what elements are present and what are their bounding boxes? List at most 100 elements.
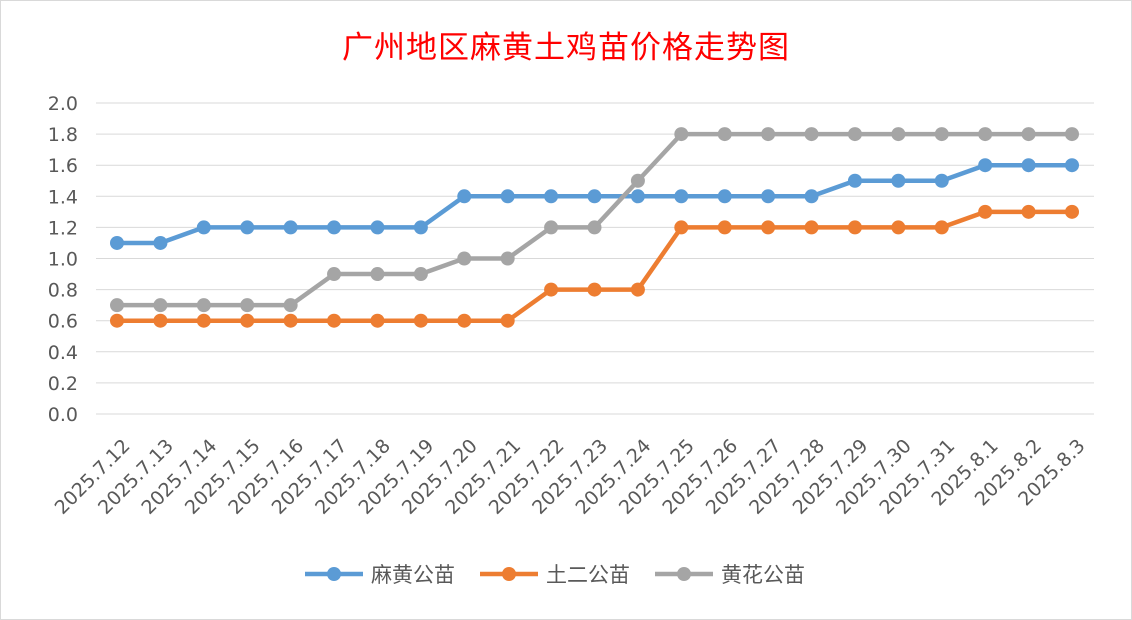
- series-2: [110, 204, 1079, 328]
- data-point: [196, 313, 211, 328]
- data-point: [1065, 204, 1079, 219]
- data-point: [847, 127, 862, 142]
- x-axis-ticks: 2025.7.122025.7.132025.7.142025.7.152025…: [51, 435, 1090, 519]
- data-point: [978, 127, 993, 142]
- y-axis-ticks: 0.0 0.2 0.4 0.6 0.8 1.0 1.2 1.4 1.6 1.8 2.0: [48, 93, 78, 426]
- data-point: [891, 173, 906, 188]
- y-tick-label: 0.4: [48, 342, 78, 364]
- data-point: [761, 220, 776, 235]
- series-lines: [110, 127, 1079, 328]
- data-point: [240, 313, 255, 328]
- data-point: [804, 220, 819, 235]
- legend-item-3: 黄花公苗: [655, 563, 805, 587]
- data-point: [717, 189, 732, 204]
- data-point: [1021, 127, 1036, 142]
- data-point: [240, 298, 255, 313]
- data-point: [544, 282, 559, 297]
- y-tick-label: 1.6: [48, 155, 78, 177]
- data-point: [283, 220, 298, 235]
- legend-marker: [677, 567, 691, 581]
- data-point: [240, 220, 255, 235]
- data-point: [500, 189, 515, 204]
- data-point: [934, 127, 949, 142]
- data-point: [587, 282, 602, 297]
- data-point: [283, 298, 298, 313]
- data-point: [413, 313, 428, 328]
- y-tick-label: 0.0: [48, 404, 78, 426]
- data-point: [283, 313, 298, 328]
- legend-marker: [327, 567, 341, 581]
- legend-label: 黄花公苗: [721, 563, 805, 587]
- data-point: [500, 251, 515, 266]
- series-line: [114, 131, 1075, 308]
- data-point: [761, 189, 776, 204]
- data-point: [153, 298, 168, 313]
- data-point: [630, 282, 645, 297]
- data-point: [457, 313, 472, 328]
- data-point: [630, 173, 645, 188]
- chart-title: 广州地区麻黄土鸡苗价格走势图: [342, 30, 790, 66]
- data-point: [110, 298, 124, 313]
- data-point: [978, 158, 993, 173]
- data-point: [630, 189, 645, 204]
- data-point: [674, 220, 689, 235]
- legend-item-1: 麻黄公苗: [305, 563, 455, 587]
- series-1: [110, 158, 1079, 250]
- data-point: [761, 127, 776, 142]
- data-point: [934, 220, 949, 235]
- data-point: [891, 127, 906, 142]
- y-tick-label: 1.4: [48, 186, 78, 208]
- data-point: [544, 220, 559, 235]
- data-point: [413, 220, 428, 235]
- data-point: [327, 267, 342, 282]
- data-point: [1021, 158, 1036, 173]
- data-point: [717, 220, 732, 235]
- y-tick-label: 0.8: [48, 280, 78, 302]
- data-point: [891, 220, 906, 235]
- data-point: [717, 127, 732, 142]
- y-tick-label: 1.2: [48, 217, 78, 239]
- legend-label: 土二公苗: [546, 563, 630, 587]
- legend: 麻黄公苗 土二公苗 黄花公苗: [305, 563, 805, 587]
- data-point: [544, 189, 559, 204]
- data-point: [110, 313, 124, 328]
- y-tick-label: 2.0: [48, 93, 78, 115]
- series-3: [110, 127, 1079, 313]
- grid-lines: [96, 102, 1094, 415]
- data-point: [327, 220, 342, 235]
- data-point: [457, 189, 472, 204]
- data-point: [1065, 158, 1079, 173]
- data-point: [847, 220, 862, 235]
- data-point: [196, 298, 211, 313]
- data-point: [457, 251, 472, 266]
- legend-item-2: 土二公苗: [480, 563, 630, 587]
- data-point: [196, 220, 211, 235]
- data-point: [978, 204, 993, 219]
- data-point: [847, 173, 862, 188]
- data-point: [370, 220, 385, 235]
- data-point: [934, 173, 949, 188]
- y-tick-label: 1.8: [48, 124, 78, 146]
- data-point: [804, 127, 819, 142]
- data-point: [1021, 204, 1036, 219]
- data-point: [1065, 127, 1079, 142]
- data-point: [500, 313, 515, 328]
- data-point: [804, 189, 819, 204]
- data-point: [587, 189, 602, 204]
- data-point: [370, 267, 385, 282]
- data-point: [587, 220, 602, 235]
- legend-label: 麻黄公苗: [371, 563, 455, 587]
- y-tick-label: 0.6: [48, 311, 78, 333]
- data-point: [674, 127, 689, 142]
- y-tick-label: 1.0: [48, 249, 78, 271]
- y-tick-label: 0.2: [48, 373, 78, 395]
- data-point: [413, 267, 428, 282]
- data-point: [370, 313, 385, 328]
- data-point: [110, 235, 124, 250]
- data-point: [327, 313, 342, 328]
- data-point: [153, 235, 168, 250]
- data-point: [153, 313, 168, 328]
- legend-marker: [502, 567, 516, 581]
- data-point: [674, 189, 689, 204]
